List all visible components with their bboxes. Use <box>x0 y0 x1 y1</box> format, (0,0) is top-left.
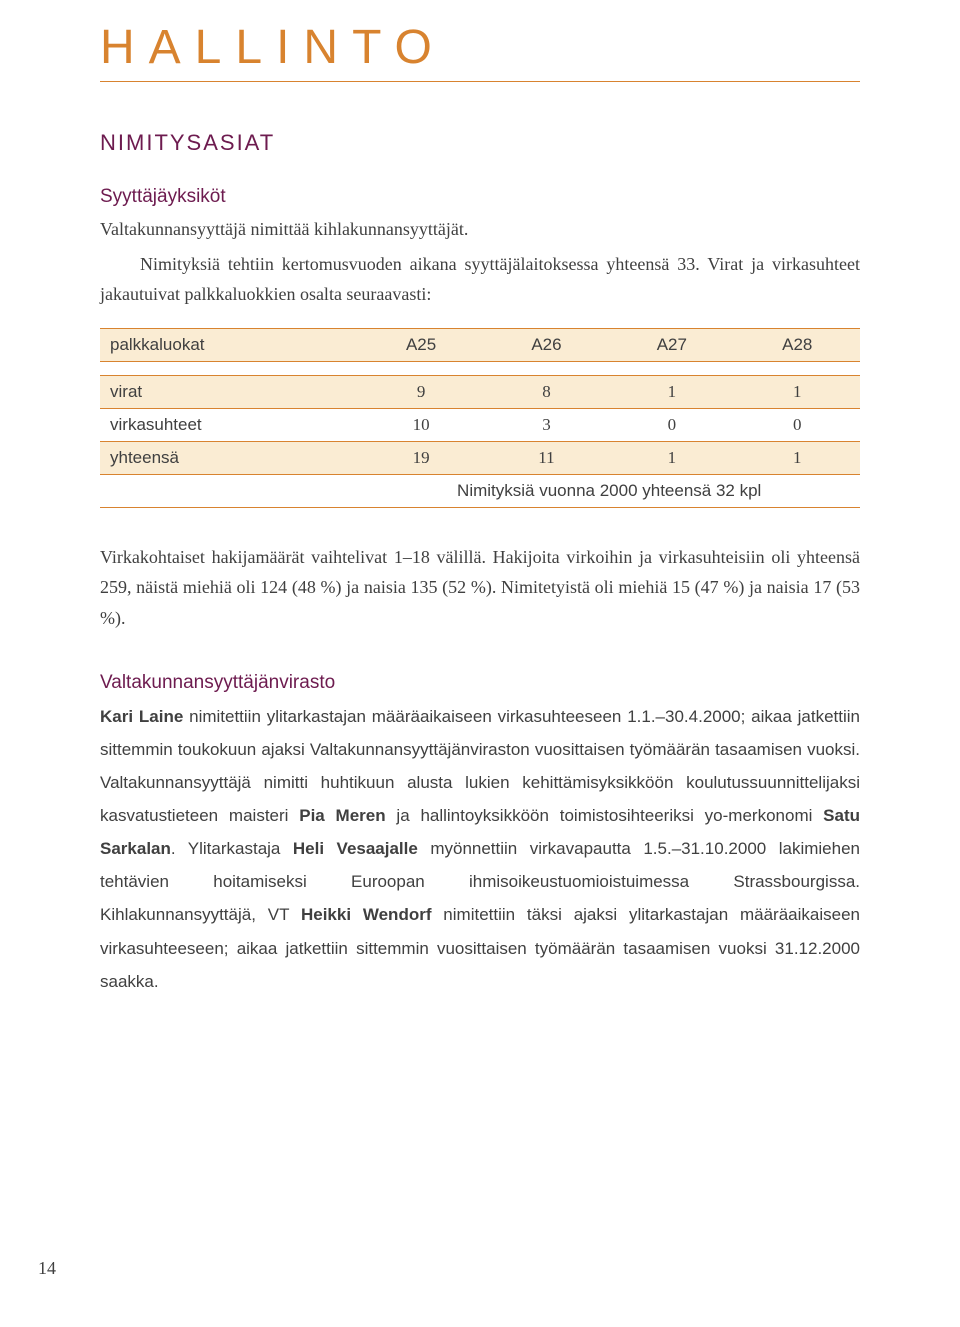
body-paragraph: Virkakohtaiset hakijamäärät vaihtelivat … <box>100 542 860 634</box>
table-col-header: A27 <box>609 328 734 361</box>
salary-table: palkkaluokat A25 A26 A27 A28 virat 9 8 1… <box>100 328 860 508</box>
text-run: . Ylitarkastaja <box>171 839 293 858</box>
table-cell: 11 <box>484 441 609 474</box>
table-cell: 1 <box>735 375 860 408</box>
table-cell: 8 <box>484 375 609 408</box>
table-cell: 1 <box>609 441 734 474</box>
table-cell: 0 <box>735 408 860 441</box>
table-col-header: A26 <box>484 328 609 361</box>
subsection-title-1: Syyttäjäyksiköt <box>100 186 860 208</box>
section-title: NIMITYSASIAT <box>100 130 860 156</box>
text-run: ja hallintoyksikköön toimistosihteeriksi… <box>386 806 824 825</box>
table-cell: 10 <box>358 408 483 441</box>
person-name: Heli Vesaajalle <box>293 839 418 858</box>
person-name: Pia Meren <box>299 806 385 825</box>
table-cell: 19 <box>358 441 483 474</box>
table-row: virkasuhteet 10 3 0 0 <box>100 408 860 441</box>
subsection-title-2: Valtakunnansyyttäjänvirasto <box>100 672 860 694</box>
table-cell: 1 <box>609 375 734 408</box>
table-summary-cell: Nimityksiä vuonna 2000 yhteensä 32 kpl <box>358 474 860 507</box>
table-cell: 9 <box>358 375 483 408</box>
body-paragraph: Kari Laine nimitettiin ylitarkastajan mä… <box>100 700 860 998</box>
table-row-label: virkasuhteet <box>100 408 358 441</box>
table-cell: 1 <box>735 441 860 474</box>
page-title: HALLINTO <box>100 20 860 75</box>
table-row-label: virat <box>100 375 358 408</box>
table-summary-row: Nimityksiä vuonna 2000 yhteensä 32 kpl <box>100 474 860 507</box>
table-row-label: yhteensä <box>100 441 358 474</box>
body-paragraph: Valtakunnansyyttäjä nimittää kihlakunnan… <box>100 214 860 245</box>
table-cell-empty <box>100 474 358 507</box>
table-row: yhteensä 19 11 1 1 <box>100 441 860 474</box>
table: palkkaluokat A25 A26 A27 A28 virat 9 8 1… <box>100 328 860 508</box>
table-row: virat 9 8 1 1 <box>100 375 860 408</box>
page-number: 14 <box>38 1258 56 1279</box>
table-col-header: A25 <box>358 328 483 361</box>
person-name: Heikki Wendorf <box>301 905 432 924</box>
table-header-row: palkkaluokat A25 A26 A27 A28 <box>100 328 860 361</box>
table-cell: 3 <box>484 408 609 441</box>
title-rule <box>100 81 860 82</box>
table-cell: 0 <box>609 408 734 441</box>
page-container: HALLINTO NIMITYSASIAT Syyttäjäyksiköt Va… <box>0 0 960 1062</box>
person-name: Kari Laine <box>100 707 183 726</box>
table-spacer-row <box>100 361 860 375</box>
table-col-header: A28 <box>735 328 860 361</box>
body-paragraph: Nimityksiä tehtiin kertomusvuoden aikana… <box>100 249 860 310</box>
table-header-label: palkkaluokat <box>100 328 358 361</box>
subsection-2: Valtakunnansyyttäjänvirasto Kari Laine n… <box>100 672 860 998</box>
